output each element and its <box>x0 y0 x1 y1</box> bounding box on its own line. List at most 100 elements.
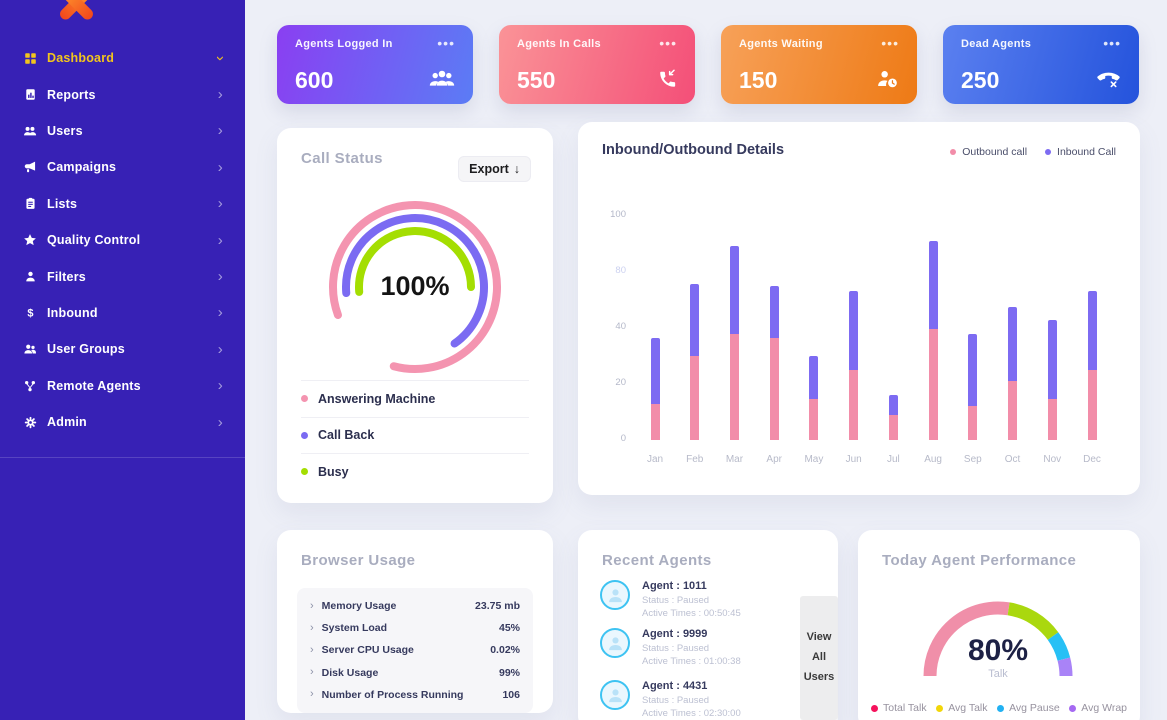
sidebar-item-inbound[interactable]: $ Inbound › <box>0 295 245 331</box>
bar-jul <box>888 394 898 440</box>
bar-segment-inbound <box>1008 306 1018 382</box>
legend-label: Avg Wrap <box>1081 702 1127 714</box>
bar-segment-inbound <box>928 241 938 330</box>
chevron-right-icon: › <box>217 122 223 140</box>
sidebar-item-filters[interactable]: Filters › <box>0 258 245 294</box>
legend-label: Busy <box>318 464 349 479</box>
legend-label: Outbound call <box>962 146 1028 158</box>
legend-dot <box>997 704 1005 712</box>
stat-card-dead-agents: Dead Agents ••• 250 <box>943 25 1139 104</box>
x-axis-label: Apr <box>766 454 782 465</box>
bar-jun <box>849 290 859 440</box>
bar-aug <box>928 241 938 440</box>
bar-segment-inbound <box>729 245 739 334</box>
ellipsis-menu-icon[interactable]: ••• <box>881 35 899 51</box>
sidebar-item-users[interactable]: Users › <box>0 113 245 149</box>
agent-info: Agent : 9999 Status : Paused Active Times … <box>642 628 741 667</box>
inbound-outbound-legend: Outbound call Inbound Call <box>950 146 1116 158</box>
sidebar-item-reports[interactable]: Reports › <box>0 76 245 112</box>
inbound-dollar-icon: $ <box>22 306 38 320</box>
sidebar-item-label: Campaigns <box>47 160 117 175</box>
ellipsis-menu-icon[interactable]: ••• <box>1103 35 1121 51</box>
chevron-down-icon: › <box>211 55 229 61</box>
sidebar-item-lists[interactable]: Lists › <box>0 186 245 222</box>
stat-card-body: 250 <box>961 67 1121 94</box>
ellipsis-menu-icon[interactable]: ••• <box>437 35 455 51</box>
sidebar-item-label: User Groups <box>47 342 125 357</box>
legend-label: Answering Machine <box>318 391 436 406</box>
x-axis-label: Dec <box>1083 454 1101 465</box>
sidebar-divider <box>0 457 245 458</box>
chevron-right-icon: › <box>217 304 223 322</box>
stat-card-value: 250 <box>961 67 1000 93</box>
bar-may <box>809 356 819 440</box>
usage-label: Number of Process Running <box>321 688 464 701</box>
chevron-right-icon: › <box>217 158 223 176</box>
bar-segment-inbound <box>769 286 779 339</box>
browser-usage-title: Browser Usage <box>301 552 416 569</box>
brand-logo-x-icon[interactable] <box>56 0 96 22</box>
bar-segment-inbound <box>650 338 660 404</box>
legend-label: Avg Pause <box>1009 702 1060 714</box>
y-axis-tick: 20 <box>615 377 626 388</box>
browser-usage-card: Browser Usage › Memory Usage 23.75 mb › Syst… <box>277 530 553 713</box>
bar-segment-outbound <box>968 406 978 440</box>
sidebar-item-user-groups[interactable]: User Groups › <box>0 331 245 367</box>
stat-card-value: 550 <box>517 67 556 93</box>
bar-apr <box>769 286 779 440</box>
legend-item-busy: Busy <box>301 453 529 490</box>
usage-row-number-of-process-running[interactable]: › Number of Process Running 106 <box>310 684 520 706</box>
stat-card-agents-logged-in: Agents Logged In ••• 600 <box>277 25 473 104</box>
legend-dot <box>950 149 957 155</box>
usage-label: System Load <box>321 622 388 635</box>
stat-card-body: 550 <box>517 67 677 94</box>
svg-text:$: $ <box>27 308 33 320</box>
usage-row-system-load[interactable]: › System Load 45% <box>310 617 520 639</box>
usage-row-server-cpu-usage[interactable]: › Server CPU Usage 0.02% <box>310 639 520 661</box>
gauge-segment-avg-pause <box>1047 632 1071 661</box>
sidebar-item-quality-control[interactable]: Quality Control › <box>0 222 245 258</box>
agent-row-1[interactable]: Agent : 9999 Status : Paused Active Times … <box>600 628 741 667</box>
legend-dot <box>871 704 878 712</box>
bar-segment-outbound <box>1047 399 1057 440</box>
gauge-segment-avg-talk <box>1007 602 1059 641</box>
bar-segment-outbound <box>650 403 660 440</box>
usage-value: 0.02% <box>490 644 520 657</box>
agent-name: Agent : 1011 <box>642 580 707 592</box>
export-button[interactable]: Export ↓ <box>458 156 531 182</box>
usage-label: Server CPU Usage <box>321 644 414 657</box>
donut-center-value: 100% <box>380 271 450 301</box>
user-groups-icon <box>22 342 38 356</box>
bar-segment-inbound <box>968 333 978 407</box>
x-axis-label: Jun <box>845 454 862 465</box>
stat-card-value: 150 <box>739 67 778 93</box>
agent-name: Agent : 4431 <box>642 680 708 692</box>
sidebar-item-label: Lists <box>47 196 78 211</box>
bar-segment-outbound <box>729 333 739 440</box>
x-axis-label: Aug <box>924 454 942 465</box>
sidebar-item-campaigns[interactable]: Campaigns › <box>0 149 245 185</box>
bar-segment-inbound <box>849 290 859 370</box>
ellipsis-menu-icon[interactable]: ••• <box>659 35 677 51</box>
users-icon <box>22 124 38 138</box>
sidebar-item-admin[interactable]: Admin › <box>0 404 245 440</box>
usage-row-memory-usage[interactable]: › Memory Usage 23.75 mb <box>310 595 520 617</box>
performance-gauge-chart <box>923 601 1073 677</box>
gauge-segment-total-talk <box>923 601 1010 677</box>
sidebar-item-remote-agents[interactable]: Remote Agents › <box>0 368 245 404</box>
view-all-users-button[interactable]: View All Users <box>800 596 838 720</box>
x-axis-label: Jul <box>886 454 900 465</box>
sidebar-item-label: Dashboard <box>47 51 115 66</box>
gauge-center-value: 80% <box>967 634 1029 667</box>
browser-usage-list: › Memory Usage 23.75 mb › System Load 45% › Ser… <box>297 588 533 713</box>
legend-item-avg-pause: Avg Pause <box>997 702 1060 714</box>
stat-card-label: Agents In Calls <box>517 38 601 50</box>
agent-row-2[interactable]: Agent : 4431 Status : Paused Active Times … <box>600 680 741 719</box>
usage-row-disk-usage[interactable]: › Disk Usage 99% <box>310 662 520 684</box>
usage-value: 106 <box>502 688 520 701</box>
sidebar-item-dashboard[interactable]: Dashboard › <box>0 40 245 76</box>
bar-mar <box>729 245 739 440</box>
agent-row-0[interactable]: Agent : 1011 Status : Paused Active Times … <box>600 580 741 619</box>
chevron-right-icon: › <box>310 666 314 679</box>
legend-item-outbound-call: Outbound call <box>950 146 1027 158</box>
